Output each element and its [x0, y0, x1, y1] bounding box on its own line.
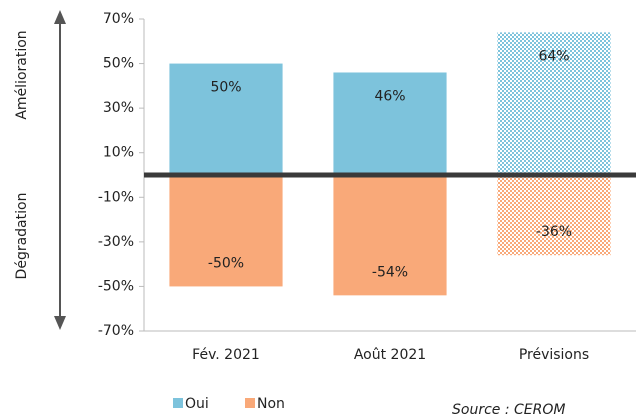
x-tick-label: Août 2021 — [354, 347, 426, 363]
y-tick-label: -10% — [98, 189, 134, 205]
y-tick-label: -30% — [98, 234, 134, 250]
arrow-up — [54, 10, 66, 24]
y-tick-label: 30% — [103, 100, 134, 116]
bar — [333, 72, 447, 175]
legend-swatch — [245, 398, 255, 408]
legend-label: Oui — [185, 396, 209, 412]
side-label: Dégradation — [14, 193, 30, 280]
y-tick-label: -50% — [98, 278, 134, 294]
bar — [169, 63, 283, 176]
data-label: 50% — [210, 80, 241, 96]
side-label: Amélioration — [14, 30, 30, 119]
y-tick-label: 50% — [103, 56, 134, 72]
bar — [497, 175, 611, 256]
arrow-down — [54, 316, 66, 330]
data-label: -50% — [208, 255, 244, 271]
y-tick-label: -70% — [98, 323, 134, 339]
legend-label: Non — [257, 396, 285, 412]
data-label: 46% — [374, 88, 405, 104]
bar — [497, 32, 611, 175]
x-tick-label: Fév. 2021 — [192, 347, 260, 363]
data-label: 64% — [538, 48, 569, 64]
data-label: -54% — [372, 264, 408, 280]
data-label: -36% — [536, 224, 572, 240]
bar — [169, 175, 283, 287]
y-tick-label: 10% — [103, 145, 134, 161]
x-tick-label: Prévisions — [519, 347, 589, 363]
bar — [333, 175, 447, 296]
legend-swatch — [173, 398, 183, 408]
source: Source : CEROM — [452, 402, 565, 417]
y-tick-label: 70% — [103, 11, 134, 27]
